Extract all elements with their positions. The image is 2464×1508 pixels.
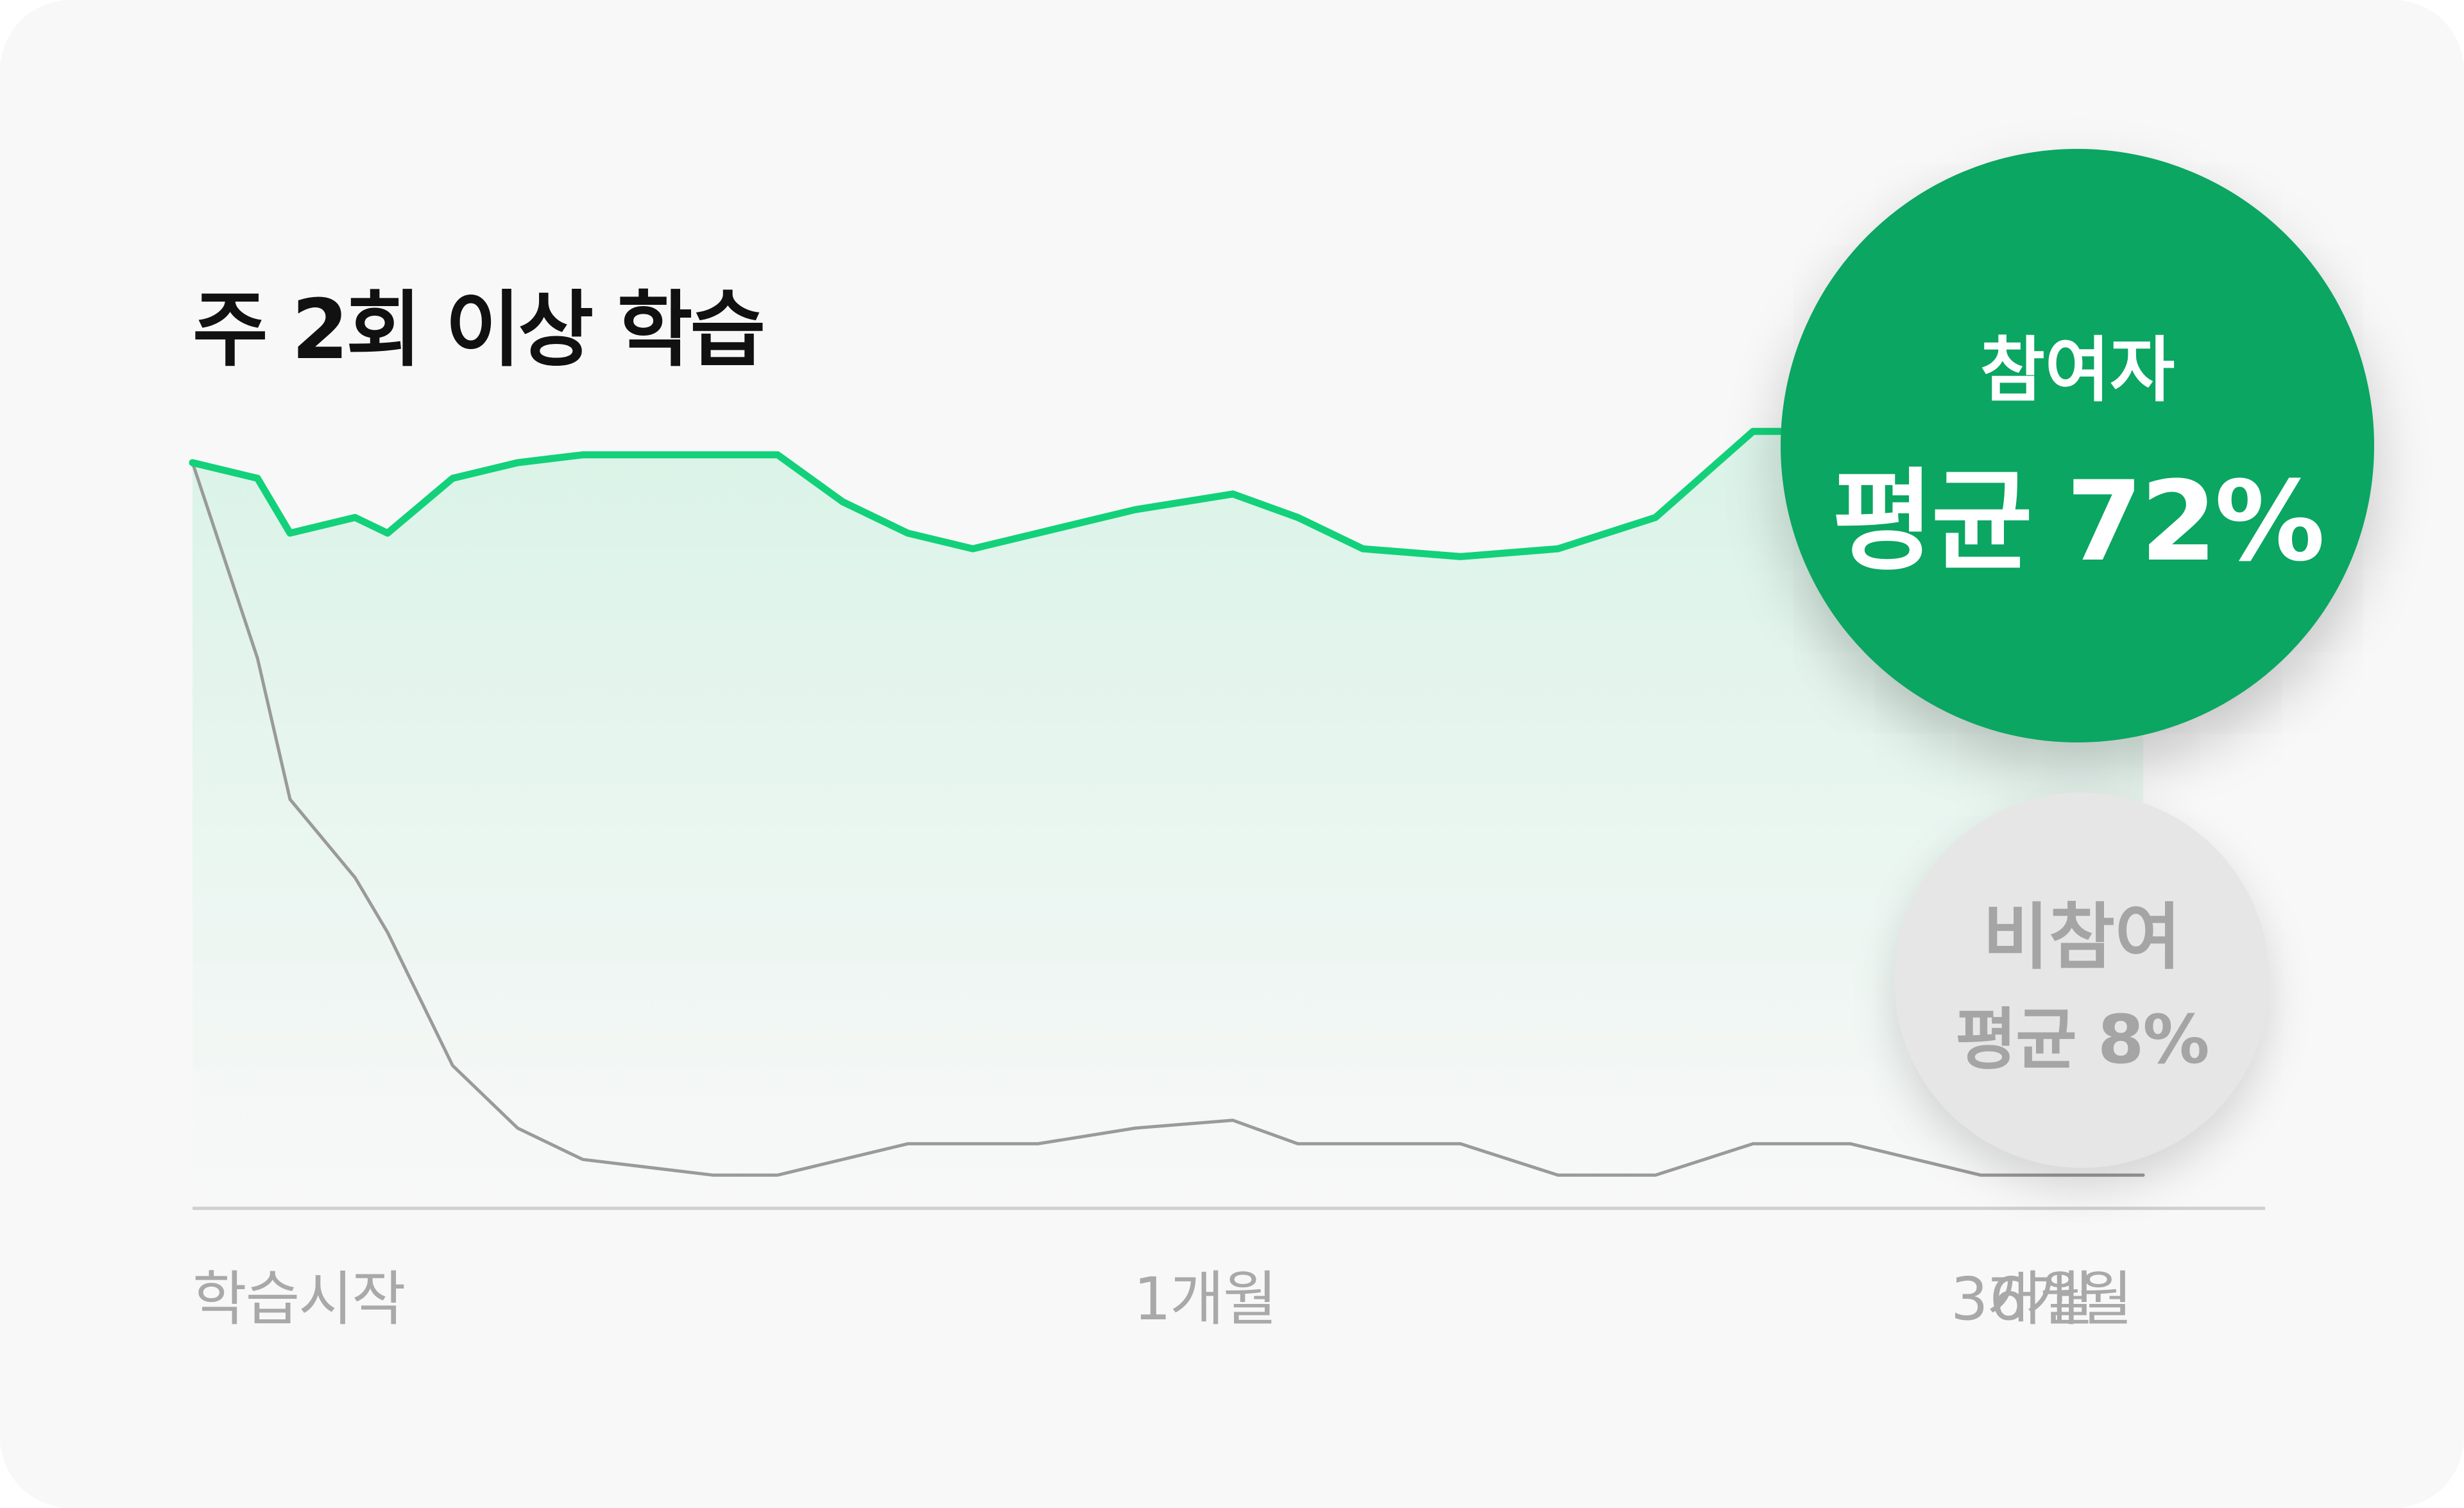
nonparticipant-label: 비참여 xyxy=(1982,896,2182,979)
participant-average-badge: 참여자 평균 72% xyxy=(1781,149,2374,742)
participant-average-value: 평균 72% xyxy=(1832,457,2325,586)
chart-title: 주 2회 이상 학습 xyxy=(193,282,766,378)
nonparticipant-average-value: 평균 8% xyxy=(1955,1000,2209,1079)
x-tick-label: 3개월 xyxy=(1951,1265,2094,1333)
x-tick-label: 1개월 xyxy=(1133,1265,1278,1333)
x-tick-label: 6개월 xyxy=(1989,1265,2133,1333)
nonparticipant-average-badge: 비참여 평균 8% xyxy=(1894,793,2270,1168)
participant-label: 참여자 xyxy=(1980,329,2175,411)
participant-area-fill xyxy=(193,431,2143,1207)
nonparticipant-series-line xyxy=(191,461,2145,1177)
x-tick-label: 학습시작 xyxy=(193,1265,406,1333)
